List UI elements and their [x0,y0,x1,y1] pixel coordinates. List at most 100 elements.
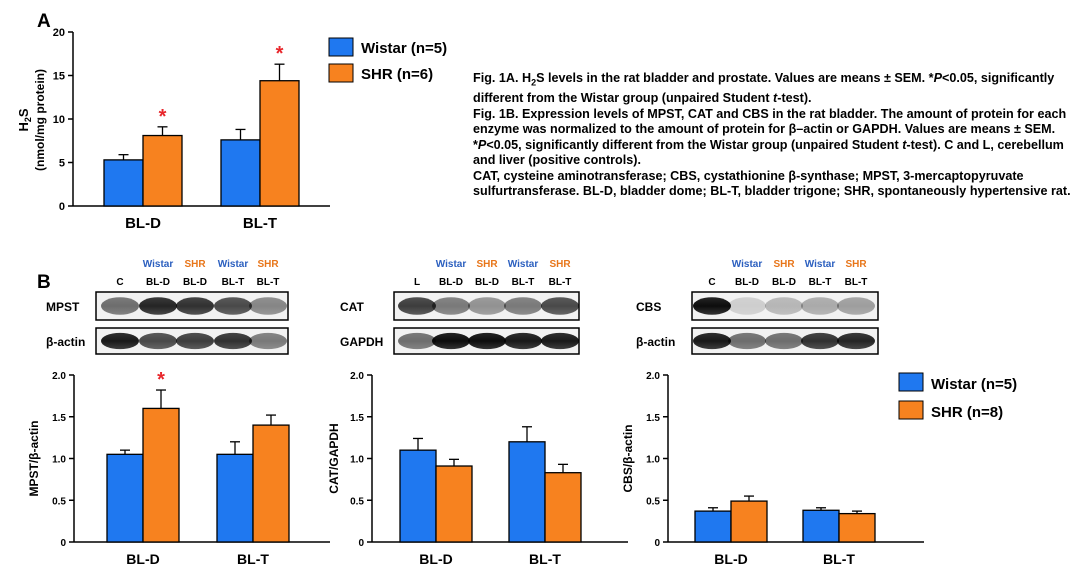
figure-caption: Fig. 1A. H2S levels in the rat bladder a… [473,71,1073,200]
chart-cat-category-label: BL-T [529,551,561,567]
chart-mpst-y-tick-label: 0.5 [52,496,66,507]
blot-band [504,297,542,315]
chart-mpst-bar-shr-bl-d [142,407,180,543]
chart-a: 0 5 10 15 20 * BL-D * BL-T H2S (nmol/mg protein) [16,27,330,232]
chart-mpst: 0 0.5 1.0 1.5 2.0 * BL-D BL-T MPST/β-actin [27,369,330,567]
chart-cbs-y-tick-label: 2.0 [646,371,660,382]
chart-mpst-category-label: BL-D [126,551,159,567]
chart-cbs-bar-shr-bl-d [730,500,768,543]
chart-cat-ylabel: CAT/GAPDH [327,423,341,493]
blot-group-label: SHR [257,259,279,270]
chart-cat-y-tick-label: 0.5 [350,496,364,507]
chart-cat-bar-shr-bl-d [435,465,473,543]
chart-mpst-bar-shr-bl-t [252,424,290,543]
chart-mpst-bar-wistar-bl-t [216,453,254,543]
blot-row-label: β-actin [636,335,675,349]
blot-cat: Wistar SHR Wistar SHR L BL-D BL-D BL-T BL-T CAT GA… [340,259,580,355]
blot-lane-label: BL-D [146,277,170,288]
western-blots: Wistar SHR Wistar SHR C BL-D BL-D BL-T BL-T MPST β… [46,259,879,355]
blot-band [432,332,470,350]
blot-band [728,297,766,315]
chart-a-y-tick-label: 5 [59,158,65,170]
blot-row-label: CBS [636,300,661,314]
blot-group-label: Wistar [732,259,763,270]
chart-a-y-tick-label: 0 [59,201,65,213]
chart-cbs-bar-wistar-bl-t [802,509,840,543]
chart-cbs: 0 0.5 1.0 1.5 2.0 BL-D BL-T CBS/β-actin [621,371,924,567]
blot-band [837,297,875,315]
blot-group-label: Wistar [508,259,539,270]
chart-cat-bar-shr-bl-t [544,472,582,543]
chart-cat-category-label: BL-D [419,551,452,567]
blot-band [504,332,542,350]
chart-a-bar-shr-bl-d [142,134,183,207]
chart-cat-y-tick-label: 1.5 [350,413,364,424]
panel-b-letter: B [37,272,51,293]
blot-lane-label: C [708,277,715,288]
legend-b-wistar-swatch [898,372,924,392]
legend-b-shr-swatch [898,400,924,420]
chart-cbs-bar-wistar-bl-d [694,510,732,543]
chart-cat-bar-wistar-bl-t [508,441,546,543]
chart-a-ylabel-units: (nmol/mg protein) [33,69,47,171]
blot-group-label: Wistar [143,259,174,270]
legend-b-wistar-label: Wistar (n=5) [931,376,1017,393]
blot-lane-label: BL-T [257,277,280,288]
blot-band [249,297,287,315]
blot-group-label: SHR [773,259,795,270]
chart-a-bar-wistar-bl-d [103,159,144,207]
blot-lane-label: BL-T [549,277,572,288]
blot-band [398,297,436,315]
legend-a-shr-swatch [328,63,354,83]
blot-lane-label: BL-D [772,277,796,288]
blot-band [398,332,436,350]
chart-a-y-tick-label: 10 [53,114,65,126]
legend-b: Wistar (n=5) SHR (n=8) [898,372,1017,421]
blot-lane-label: BL-D [735,277,759,288]
chart-cbs-bar-shr-bl-t [838,512,876,543]
blot-band [432,297,470,315]
chart-cbs-category-label: BL-T [823,551,855,567]
chart-cbs-y-tick-label: 0.5 [646,496,660,507]
blot-lane-label: BL-D [183,277,207,288]
chart-mpst-category-label: BL-T [237,551,269,567]
chart-a-bar-wistar-bl-t [220,139,261,207]
blot-band [765,332,803,350]
chart-a-significance-star: * [276,43,284,65]
blot-band [176,332,214,350]
blot-group-label: Wistar [218,259,249,270]
blot-band [693,297,731,315]
legend-a-wistar-swatch [328,37,354,57]
blot-band [837,332,875,350]
chart-cbs-y-tick-label: 0 [654,538,660,549]
caption-paragraph-2: Fig. 1B. Expression levels of MPST, CAT … [473,106,1067,168]
chart-a-y-tick-label: 20 [53,27,65,39]
blot-band [101,297,139,315]
chart-cbs-y-tick-label: 1.5 [646,413,660,424]
legend-b-shr-label: SHR (n=8) [931,404,1003,421]
blot-row-label: MPST [46,300,80,314]
chart-a-category-label: BL-D [125,215,161,232]
blot-band [176,297,214,315]
blot-band [728,332,766,350]
blot-band [801,297,839,315]
chart-cat-y-tick-label: 0 [358,538,364,549]
blot-lane-label: C [116,277,123,288]
blot-mpst: Wistar SHR Wistar SHR C BL-D BL-D BL-T BL-T MPST β… [46,259,289,355]
blot-group-label: Wistar [436,259,467,270]
chart-mpst-y-tick-label: 1.5 [52,413,66,424]
blot-row-label: GAPDH [340,335,383,349]
blot-lane-label: L [414,277,420,288]
blot-band [693,332,731,350]
blot-band [468,332,506,350]
blot-lane-label: BL-D [439,277,463,288]
blot-band [468,297,506,315]
chart-a-ylabel: H2S [16,108,33,131]
blot-band [214,297,252,315]
chart-cat-bar-wistar-bl-d [399,449,437,543]
chart-cat: 0 0.5 1.0 1.5 2.0 BL-D BL-T CAT/GAPDH [327,371,628,567]
chart-mpst-y-tick-label: 2.0 [52,371,66,382]
caption-paragraph-3: CAT, cysteine aminotransferase; CBS, cys… [473,168,1071,199]
legend-a-shr-label: SHR (n=6) [361,66,433,83]
blot-group-label: SHR [184,259,206,270]
